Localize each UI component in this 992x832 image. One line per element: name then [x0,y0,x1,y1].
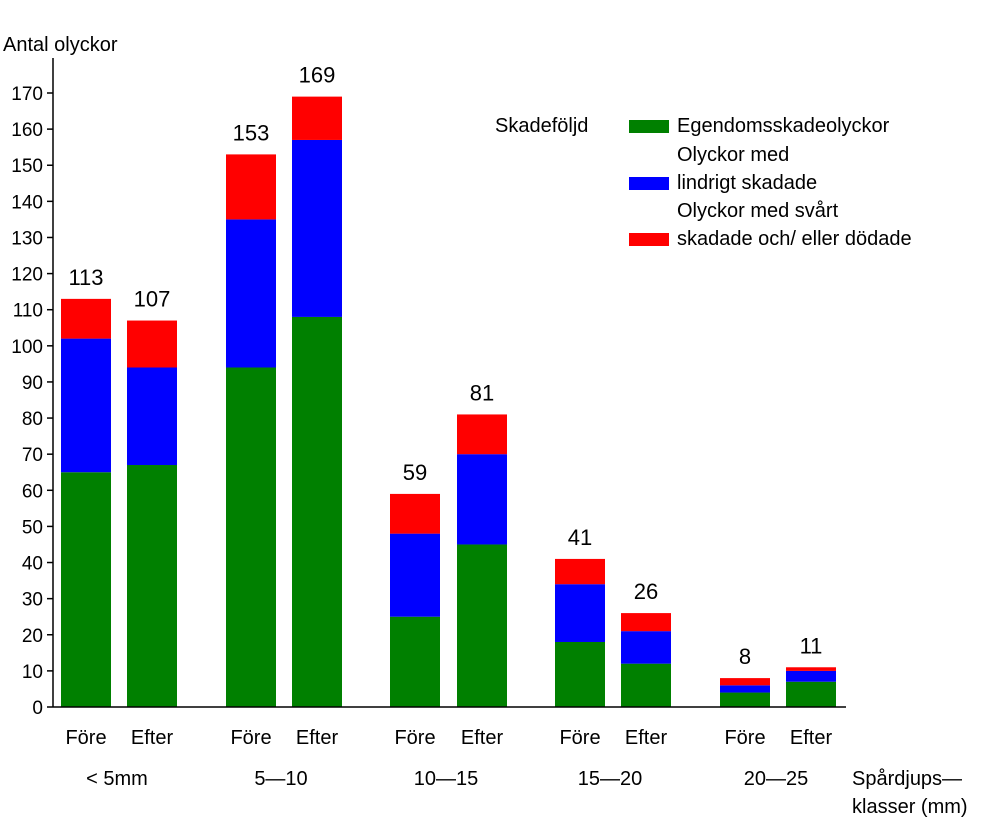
y-tick-label: 160 [11,120,43,141]
bar-segment-series-2 [390,533,440,617]
bar-total-label: 8 [739,644,751,669]
x-category-label: Före [394,727,435,749]
y-tick-label: 140 [11,192,43,213]
bar-segment-series-1 [457,544,507,707]
y-tick-label: 40 [22,554,43,575]
bar-segment-series-1 [292,316,342,707]
bar-segment-series-1 [786,681,836,707]
bar-segment-series-2 [292,139,342,317]
legend-label-series-2-line-1: Olyckor med [677,144,789,166]
bar-segment-series-3 [226,154,276,220]
legend-label-series-2-line-2: lindrigt skadade [677,172,817,194]
y-tick-label: 30 [22,590,43,611]
x-category-label: Efter [461,727,504,749]
legend-label-series-3-line-1: Olyckor med svårt [677,200,839,222]
bar-segment-series-2 [457,454,507,545]
x-group-label: < 5mm [86,768,148,790]
bar-segment-series-2 [61,338,111,473]
legend-title: Skadeföljd [495,115,588,137]
y-tick-label: 10 [22,662,43,683]
y-tick-label: 120 [11,265,43,286]
bar-segment-series-3 [786,667,836,671]
y-axis: 0 10 20 30 40 50 60 70 80 90 100 110 120 130 140 150 160… [11,58,54,719]
legend-swatch-series-2 [629,177,669,190]
bar-segment-series-1 [555,641,605,707]
bar-total-label: 41 [568,525,592,550]
bar-segment-series-1 [61,472,111,707]
bar-total-label: 169 [299,63,336,88]
y-tick-label: 50 [22,517,43,538]
bar-total-label: 11 [800,633,823,658]
y-tick-label: 170 [11,84,43,105]
bar-segment-series-2 [555,584,605,642]
x-category-label: Före [559,727,600,749]
y-tick-label: 20 [22,626,43,647]
legend-swatch-series-1 [629,120,669,133]
x-axis-label-line-2: klasser (mm) [852,796,968,818]
x-category-label: Efter [625,727,668,749]
bar-segment-series-2 [226,219,276,368]
bar-segment-series-1 [720,692,770,707]
y-tick-label: 80 [22,409,43,430]
x-category-label: Före [65,727,106,749]
bar-segment-series-3 [61,298,111,339]
x-category-label: Före [230,727,271,749]
x-group-label: 10—15 [414,768,479,790]
bar-segment-series-2 [786,670,836,682]
bars: 113 107 153 169 59 81 41 26 8 11 [61,63,836,707]
bar-segment-series-3 [127,320,177,368]
bar-total-label: 113 [68,265,103,290]
bar-segment-series-2 [621,631,671,664]
bar-total-label: 107 [134,287,171,312]
bar-segment-series-1 [127,465,177,707]
y-tick-label: 130 [11,228,43,249]
bar-segment-series-3 [621,613,671,632]
y-tick-label: 70 [22,445,43,466]
y-tick-label: 100 [11,337,43,358]
y-tick-label: 150 [11,156,43,177]
x-axis-label-line-1: Spårdjups— [852,768,962,790]
bar-segment-series-1 [226,367,276,707]
bar-segment-series-3 [390,493,440,534]
y-tick-label: 60 [22,481,43,502]
bar-total-label: 59 [403,460,427,485]
y-tick-label: 90 [22,373,43,394]
bar-total-label: 26 [634,579,658,604]
x-group-label: 15—20 [578,768,643,790]
y-axis-label: Antal olyckor [3,34,118,56]
bar-segment-series-3 [555,558,605,585]
x-group-label: 5—10 [254,768,307,790]
legend-label-series-3-line-2: skadade och/ eller dödade [677,228,912,250]
bar-segment-series-1 [390,616,440,707]
bar-segment-series-2 [127,367,177,466]
x-group-label: 20—25 [744,768,809,790]
bar-segment-series-2 [720,685,770,693]
bar-total-label: 81 [470,380,494,405]
bar-segment-series-3 [457,414,507,455]
y-tick-label: 110 [13,301,43,322]
legend: Skadeföljd Egendomsskadeolyckor Olyckor m… [495,115,912,250]
y-tick-label: 0 [32,698,43,719]
legend-label-series-1: Egendomsskadeolyckor [677,115,890,137]
x-category-label: Efter [790,727,833,749]
legend-swatch-series-3 [629,233,669,246]
bar-segment-series-3 [292,96,342,140]
x-category-label: Efter [131,727,174,749]
bar-segment-series-1 [621,663,671,707]
bar-total-label: 153 [233,120,270,145]
x-category-label: Efter [296,727,339,749]
bar-segment-series-3 [720,678,770,686]
x-category-label: Före [724,727,765,749]
x-axis: Före Efter Före Efter Före Efter Före Efter Före… [53,706,846,790]
